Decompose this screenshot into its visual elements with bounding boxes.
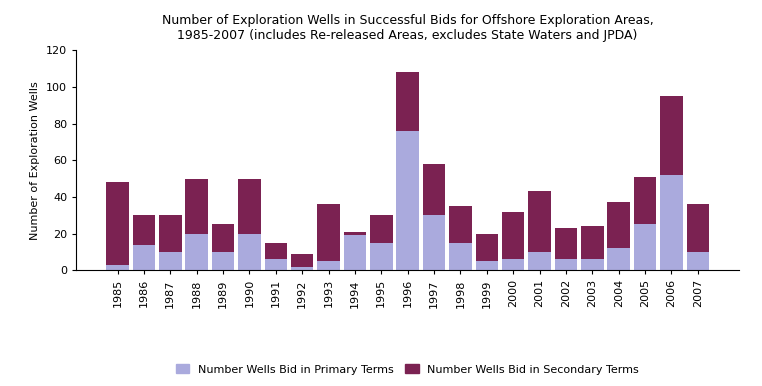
Bar <box>528 252 551 270</box>
Bar <box>239 234 261 270</box>
Bar <box>344 232 366 235</box>
Bar <box>133 245 155 270</box>
Bar <box>687 252 709 270</box>
Bar <box>159 215 181 252</box>
Bar <box>555 228 577 259</box>
Bar <box>581 226 604 259</box>
Bar <box>475 234 498 261</box>
Bar <box>317 261 340 270</box>
Bar <box>528 191 551 252</box>
Bar <box>555 259 577 270</box>
Bar <box>370 243 392 270</box>
Bar <box>634 177 656 224</box>
Bar <box>634 224 656 270</box>
Bar <box>396 72 419 131</box>
Bar <box>607 248 630 270</box>
Bar <box>264 243 287 259</box>
Bar <box>450 206 472 243</box>
Bar <box>344 235 366 270</box>
Bar <box>133 215 155 245</box>
Bar <box>291 267 313 270</box>
Bar <box>423 164 445 215</box>
Bar <box>502 259 524 270</box>
Bar <box>185 178 208 234</box>
Bar <box>660 175 683 270</box>
Bar <box>687 204 709 252</box>
Bar <box>475 261 498 270</box>
Bar <box>264 259 287 270</box>
Bar <box>291 254 313 267</box>
Bar <box>502 212 524 259</box>
Bar <box>370 215 392 243</box>
Bar <box>581 259 604 270</box>
Bar <box>450 243 472 270</box>
Bar <box>660 96 683 175</box>
Bar <box>607 202 630 248</box>
Title: Number of Exploration Wells in Successful Bids for Offshore Exploration Areas,
1: Number of Exploration Wells in Successfu… <box>162 14 654 42</box>
Y-axis label: Number of Exploration Wells: Number of Exploration Wells <box>30 81 40 240</box>
Bar <box>185 234 208 270</box>
Bar <box>317 204 340 261</box>
Bar <box>107 182 129 265</box>
Legend: Number Wells Bid in Primary Terms, Number Wells Bid in Secondary Terms: Number Wells Bid in Primary Terms, Numbe… <box>171 360 644 379</box>
Bar <box>212 252 234 270</box>
Bar <box>423 215 445 270</box>
Bar <box>212 224 234 252</box>
Bar <box>239 178 261 234</box>
Bar <box>107 265 129 270</box>
Bar <box>159 252 181 270</box>
Bar <box>396 131 419 270</box>
